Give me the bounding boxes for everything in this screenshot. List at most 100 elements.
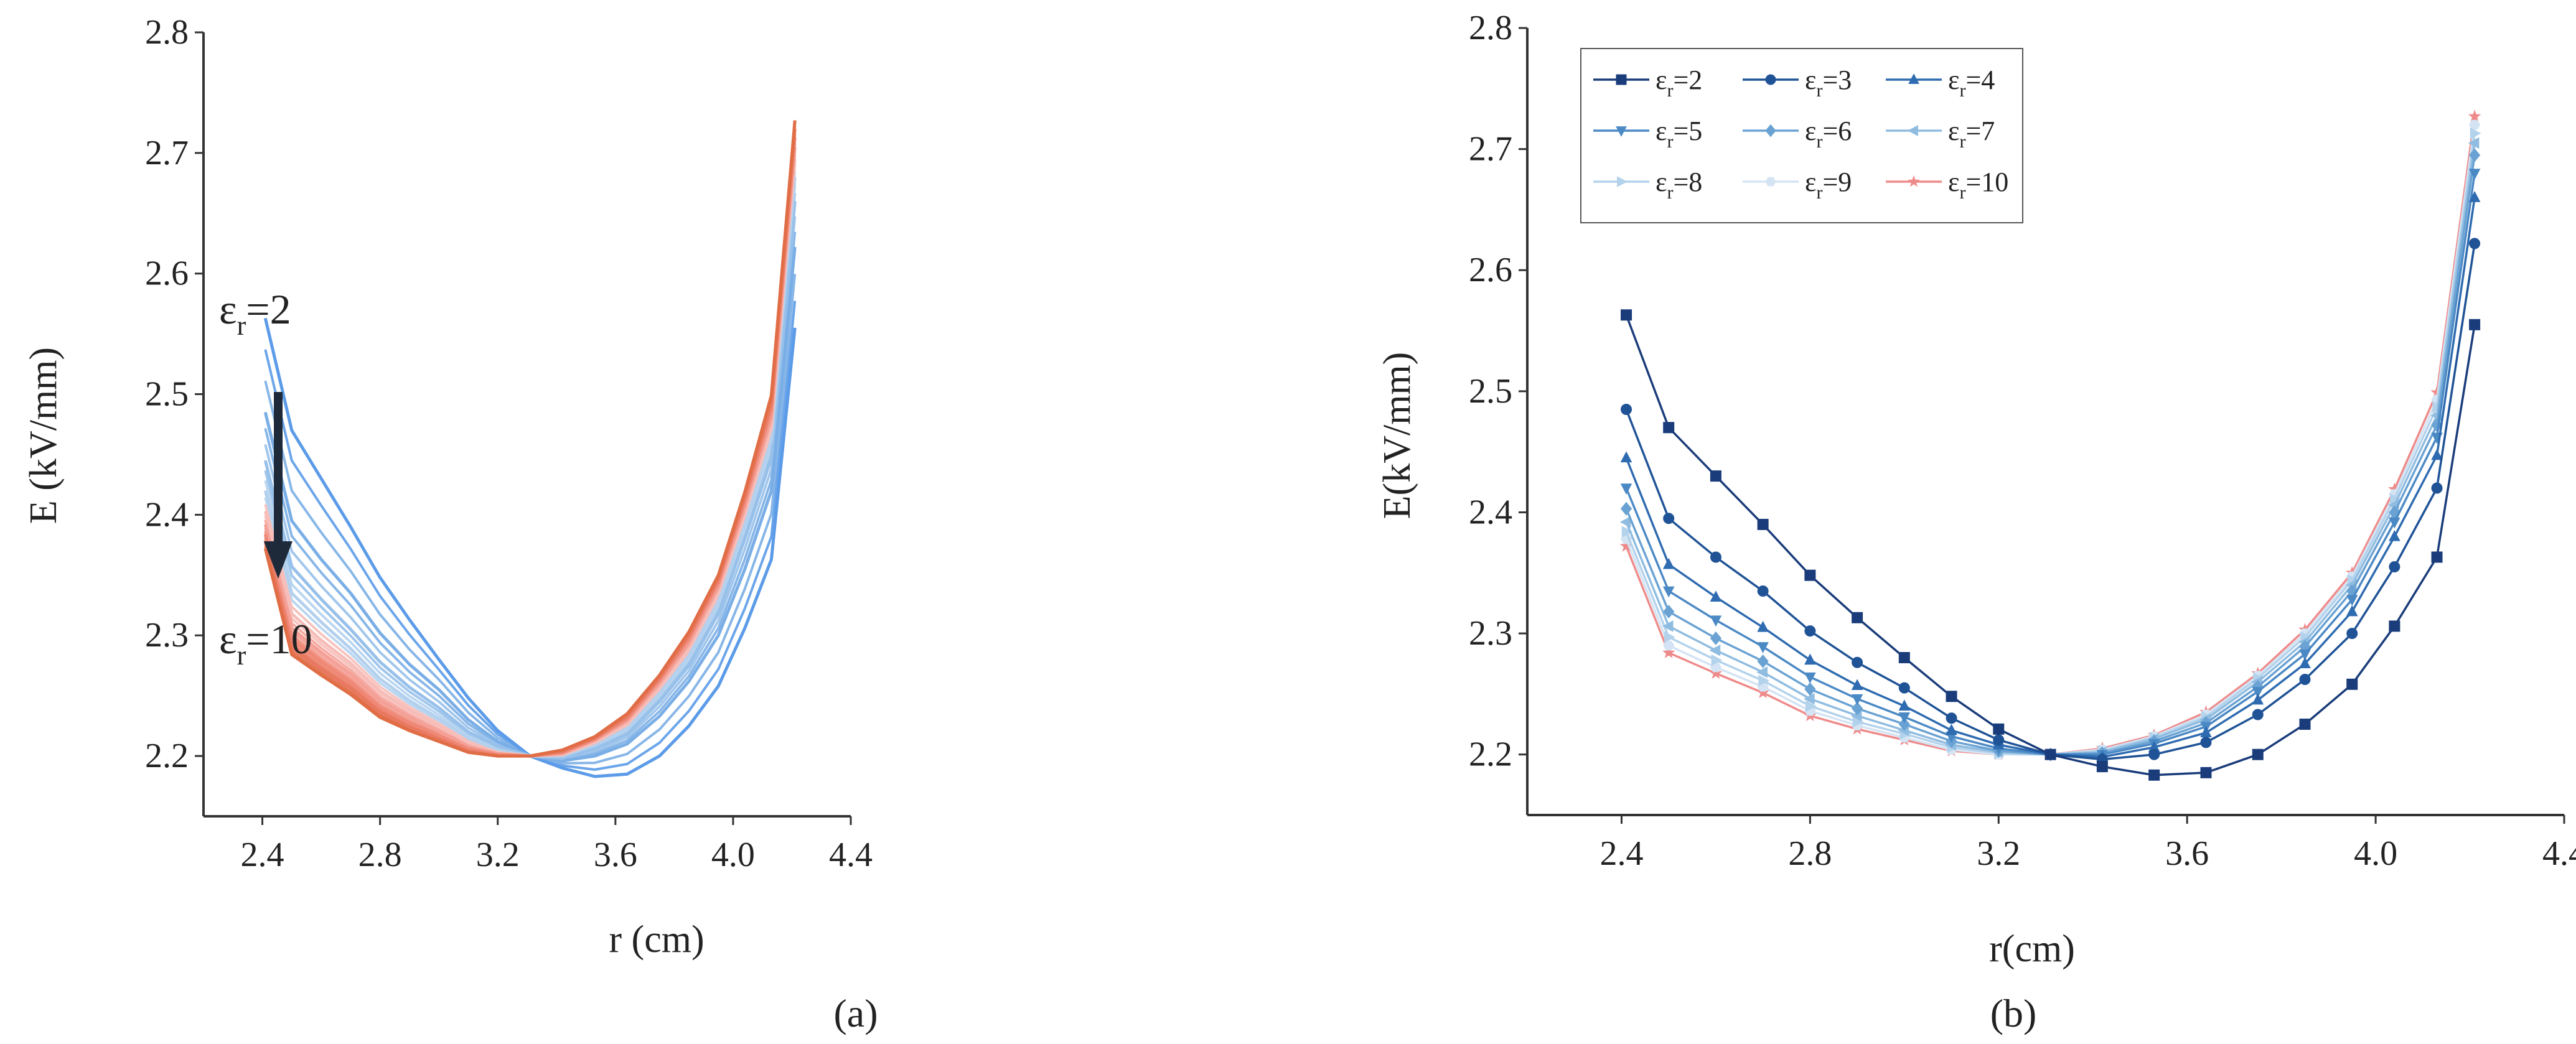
x-tick-label: 3.6 [594,836,637,874]
panel-a-curve [264,301,797,771]
panel-b-y-axis-label: E(kV/mm) [1376,352,1418,520]
data-point-marker [2431,449,2443,460]
data-point-marker [1908,175,1920,187]
data-point-marker [1946,724,1957,735]
data-point-marker [2299,719,2311,730]
data-point-marker [1756,666,1768,678]
data-point-marker [2252,693,2264,705]
panel-b-series-line [1625,142,2476,756]
legend-label: εr=3 [1805,65,1852,101]
panel-b-legend: εr=2 εr=3 εr=4 εr=5 εr=6 εr=7 εr=8 εr=9 εr=10 [1580,48,2023,223]
data-point-marker [2299,657,2311,669]
data-point-marker [1765,124,1776,137]
data-point-marker [1757,620,1769,632]
legend-item: εr=10 [1886,167,2008,203]
x-tick-label: 4.4 [829,836,873,874]
legend-item: εr=8 [1593,167,1702,203]
data-point-marker [2299,674,2311,686]
data-point-marker [1662,620,1674,632]
panel-b-chart: 2.42.83.23.64.04.42.22.32.42.52.62.72.8 … [1376,9,2576,1035]
data-point-marker [2468,191,2481,202]
data-point-marker [1758,674,1770,687]
data-point-marker [2469,319,2481,330]
x-tick-label: 4.0 [2354,834,2397,873]
data-point-marker [2470,127,2481,139]
panel-a-curve [264,151,797,758]
data-point-marker [2346,678,2358,690]
data-point-marker [2389,561,2400,573]
data-point-marker [1804,682,1816,696]
data-point-marker [1898,652,1910,663]
panel-a-arrow [264,392,293,579]
data-point-marker [1663,513,1675,524]
data-point-marker [1946,691,1957,702]
y-tick-label: 2.8 [1469,9,1512,47]
panel-a-ticks: 2.4 2.8 3.2 3.6 4.0 4.4 2.2 2.3 2.4 2.5 2.6 2.7 2.8 [145,13,873,874]
x-tick-label: 2.8 [1788,834,1832,873]
data-point-marker [1851,701,1863,715]
data-point-marker [1617,176,1628,187]
legend-label: εr=8 [1656,167,1702,203]
data-point-marker [2346,605,2358,617]
data-point-marker [2252,687,2264,698]
data-point-marker [1898,699,1911,711]
data-point-marker [2346,628,2358,640]
panel-a-series-line [263,317,797,778]
legend-label: εr=10 [1948,167,2008,203]
legend-label: εr=5 [1656,116,1702,152]
data-point-marker [1664,631,1675,643]
data-point-marker [1898,682,1910,694]
data-point-marker [1765,177,1776,187]
y-tick-label: 2.5 [145,375,189,414]
x-tick-label: 3.6 [2165,834,2209,873]
legend-label: εr=7 [1948,116,1995,152]
data-point-marker [1757,518,1769,530]
data-point-marker [1662,646,1675,659]
x-tick-label: 2.4 [1599,834,1643,873]
data-point-marker [2431,482,2443,494]
x-tick-label: 3.2 [476,836,520,874]
panel-b-caption: (b) [1990,991,2037,1035]
y-tick-label: 2.6 [145,254,189,293]
data-point-marker [1616,126,1627,137]
data-point-marker [1852,656,1863,668]
data-point-marker [1851,694,1863,706]
data-point-marker [1620,501,1632,516]
panel-b-x-axis-label: r(cm) [1989,928,2075,970]
panel-a-curve [264,143,797,758]
y-tick-label: 2.3 [145,616,189,655]
data-point-marker [2346,595,2358,607]
panel-b-series-line [1625,197,2476,758]
panel-b-series-line [1625,155,2476,756]
legend-item: εr=3 [1743,65,1852,101]
data-point-marker [1621,404,1632,416]
legend-item: εr=5 [1593,116,1702,152]
legend-item: εr=7 [1886,116,1995,152]
data-point-marker [1709,666,1723,679]
data-point-marker [1804,569,1816,581]
data-point-marker [1663,422,1675,434]
panel-a-axes-frame [204,32,851,816]
legend-item: εr=4 [1886,65,1995,101]
x-tick-label: 4.4 [2542,834,2576,873]
data-point-marker [1620,451,1632,463]
panel-a-y-axis-label: E (kV/mm) [22,347,65,524]
y-tick-label: 2.2 [1469,735,1512,774]
panel-a-annotation-bottom: εr=10 [219,615,312,671]
legend-item: εr=2 [1593,65,1702,101]
data-point-marker [2468,169,2481,180]
data-point-marker [1620,483,1632,495]
data-point-marker [1804,653,1816,665]
panel-b-legend-box [1580,48,2023,223]
data-point-marker [1804,672,1816,684]
data-point-marker [1621,309,1632,321]
panel-a-annotation-top: εr=2 [219,286,291,341]
data-point-marker [2468,148,2481,162]
data-point-marker [1709,644,1721,656]
data-point-marker [1619,516,1631,528]
data-point-marker [2200,767,2212,778]
data-point-marker [2431,551,2443,563]
data-point-marker [2468,110,2481,122]
data-point-marker [1851,679,1863,691]
